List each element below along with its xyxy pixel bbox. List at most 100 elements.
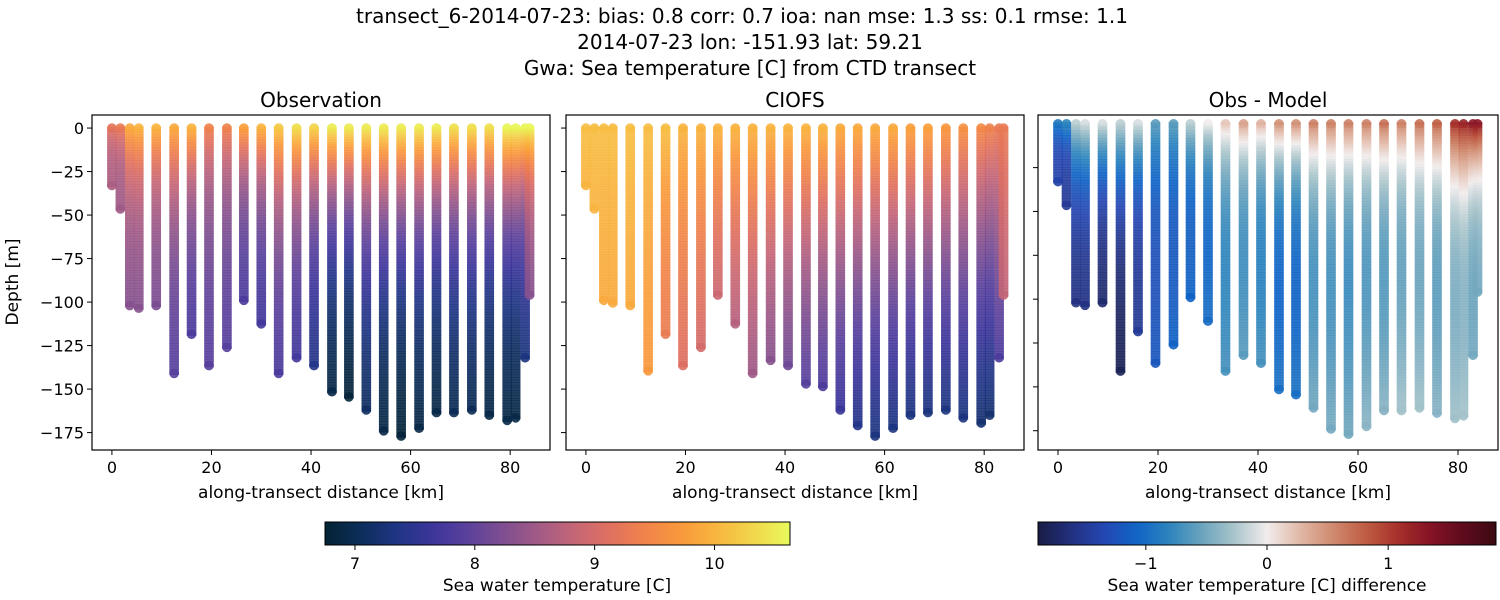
colorbar-tick-label: −1 (1134, 554, 1158, 573)
station-profile-2 (589, 123, 600, 214)
station-profile-20 (888, 123, 898, 434)
colorbar-tick-label: 10 (704, 554, 724, 573)
axes-frame (565, 114, 1025, 451)
station-profile-22 (449, 123, 459, 418)
station-profile-13 (291, 123, 302, 363)
difference-colorbar-label: Sea water temperature [C] difference (1107, 576, 1426, 596)
observation-title: Observation (260, 88, 382, 112)
station-profile-17 (835, 123, 846, 415)
station-profile-10 (1185, 118, 1196, 303)
station-profile-8 (678, 123, 688, 371)
station-profile-18 (378, 123, 389, 436)
station-profile-11 (256, 123, 267, 329)
station-profile-4 (133, 123, 144, 313)
station-profile-28 (998, 123, 1009, 300)
station-profile-12 (747, 123, 758, 379)
station-profile-1 (107, 123, 117, 191)
station-profile-5 (151, 123, 162, 311)
station-profile-14 (309, 123, 319, 371)
station-profile-16 (344, 123, 354, 402)
station-profile-2 (115, 123, 126, 214)
colorbar-tick-label: 0 (1262, 554, 1272, 573)
station-profile-28 (524, 123, 535, 300)
station-profile-19 (870, 123, 880, 441)
x-tick-label: 0 (1053, 458, 1063, 477)
x-tick-label: 40 (775, 458, 795, 477)
station-profile-18 (852, 123, 863, 431)
station-profile-12 (1220, 118, 1231, 376)
station-profile-2 (1061, 118, 1072, 211)
axes-frame (1037, 114, 1499, 451)
station-profile-11 (1203, 118, 1213, 326)
colorbar-gradient (324, 521, 791, 546)
station-profile-16 (1291, 118, 1301, 400)
station-profile-23 (941, 123, 951, 415)
station-profile-21 (431, 123, 442, 418)
station-profile-28 (1472, 118, 1483, 297)
profiles (1053, 118, 1483, 440)
station-profile-7 (660, 123, 671, 340)
station-profile-16 (818, 123, 828, 392)
difference-title: Obs - Model (1209, 88, 1328, 112)
station-profile-17 (1308, 118, 1319, 413)
station-profile-17 (361, 123, 372, 415)
figure-title-line-3: Gwa: Sea temperature [C] from CTD transe… (524, 56, 976, 80)
station-profile-13 (1238, 118, 1249, 361)
x-tick-label: 0 (107, 458, 117, 477)
ciofs-title: CIOFS (765, 88, 824, 112)
x-tick-label: 0 (581, 458, 591, 477)
x-tick-label: 80 (974, 458, 994, 477)
x-tick-label: 20 (1148, 458, 1168, 477)
station-profile-7 (1133, 118, 1143, 337)
station-profile-19 (396, 123, 406, 441)
station-profile-6 (643, 123, 653, 376)
x-tick-label: 40 (301, 458, 321, 477)
station-profile-26 (510, 123, 521, 423)
colorbar-tick-label: 9 (590, 554, 600, 573)
ciofs-xlabel: along-transect distance [km] (672, 483, 918, 503)
station-profile-19 (1343, 118, 1354, 440)
station-profile-25 (502, 123, 512, 426)
figure-title-line-1: transect_6-2014-07-23: bias: 0.8 corr: 0… (356, 4, 1128, 28)
station-profile-8 (1150, 118, 1161, 368)
station-profile-18 (1326, 118, 1336, 434)
station-profile-15 (801, 123, 811, 389)
profiles (581, 123, 1009, 441)
y-tick-label: −125 (40, 337, 84, 356)
station-profile-13 (765, 123, 776, 366)
station-profile-1 (1053, 118, 1063, 187)
station-profile-25 (1450, 118, 1460, 424)
station-profile-23 (1414, 118, 1425, 413)
station-profile-8 (204, 123, 214, 371)
station-profile-20 (414, 123, 424, 434)
difference-colorbar: Sea water temperature [C] difference −1 0… (1037, 521, 1497, 596)
station-profile-10 (239, 123, 249, 306)
x-tick-label: 80 (1448, 458, 1468, 477)
station-profile-15 (1274, 118, 1284, 395)
x-tick-label: 20 (201, 458, 221, 477)
station-profile-24 (484, 123, 495, 420)
y-tick-label: −175 (40, 424, 84, 443)
station-profile-23 (467, 123, 477, 415)
station-profile-5 (1097, 118, 1108, 308)
station-profile-9 (696, 123, 706, 353)
station-profile-14 (1256, 118, 1266, 368)
y-tick-label: −150 (40, 380, 84, 399)
station-profile-10 (713, 123, 723, 300)
station-profile-6 (169, 123, 179, 379)
station-profile-3 (1071, 118, 1081, 308)
x-tick-label: 80 (500, 458, 520, 477)
station-profile-24 (958, 123, 969, 423)
profiles (107, 123, 535, 441)
station-profile-4 (1080, 118, 1090, 311)
station-profile-11 (730, 123, 741, 329)
x-tick-label: 60 (400, 458, 420, 477)
colorbar-tick-label: 1 (1383, 554, 1393, 573)
x-tick-label: 60 (1348, 458, 1368, 477)
colorbar-tick-label: 7 (350, 554, 360, 573)
colorbar-gradient (1037, 521, 1497, 546)
station-profile-9 (222, 123, 232, 353)
observation-xlabel: along-transect distance [km] (198, 483, 444, 503)
station-profile-21 (1379, 118, 1389, 416)
station-profile-22 (923, 123, 933, 418)
